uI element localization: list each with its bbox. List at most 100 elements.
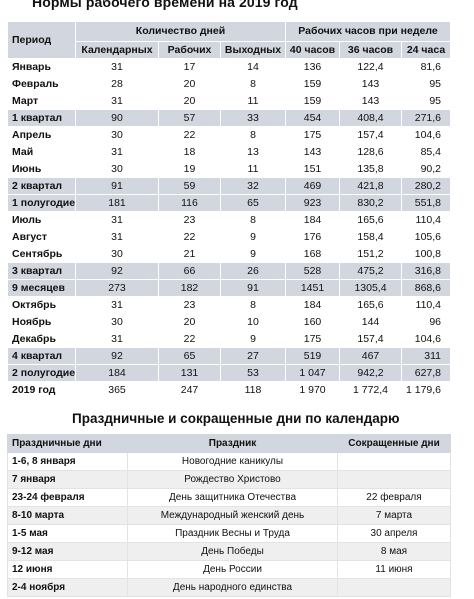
hours-40-cell: 184 [285, 296, 340, 314]
table-row: Январь 31 17 14 136 122,4 81,6 [7, 58, 452, 76]
short-day-cell: 11 июня [337, 560, 451, 579]
working-days-cell: 131 [158, 364, 221, 382]
weekend-days-cell: 10 [220, 313, 286, 331]
table-row: Июль 31 23 8 184 165,6 110,4 [7, 211, 452, 229]
short-day-cell: 8 мая [337, 542, 451, 561]
hours-36-cell: 157,4 [339, 330, 402, 348]
hours-40-cell: 159 [285, 92, 340, 110]
holiday-row: 8-10 марта Международный женский день 7 ма… [7, 506, 451, 525]
holidays-table: Праздничные дни Праздник Сокращенные дни… [7, 434, 451, 597]
hours-40-cell: 469 [285, 177, 340, 195]
hours-24-cell: 104,6 [400, 330, 452, 348]
table-row: Июнь 30 19 11 151 135,8 90,2 [7, 160, 452, 178]
hours-24-cell: 105,6 [400, 228, 452, 246]
working-days-cell: 22 [158, 330, 221, 348]
holiday-days-cell: 1-6, 8 января [7, 452, 128, 471]
hours-40-cell: 159 [285, 75, 340, 93]
hours-24-cell: 95 [400, 92, 452, 110]
holiday-name-cell: День Победы [127, 542, 338, 561]
working-days-cell: 66 [158, 262, 221, 280]
working-days-cell: 20 [158, 313, 221, 331]
holiday-name-cell: День защитника Отечества [127, 488, 338, 507]
period-cell: Февраль [7, 75, 76, 93]
period-cell: 9 месяцев [7, 279, 76, 297]
hours-40-cell: 143 [285, 143, 340, 161]
hours-36-cell: 128,6 [339, 143, 402, 161]
header-weekend: Выходных [220, 41, 286, 59]
calendar-days-cell: 31 [75, 211, 159, 229]
period-cell: Апрель [7, 126, 76, 144]
weekend-days-cell: 14 [220, 58, 286, 76]
period-cell: 1 полугодие [7, 194, 76, 212]
working-days-cell: 23 [158, 296, 221, 314]
header-holiday-days: Праздничные дни [7, 434, 128, 453]
weekend-days-cell: 65 [220, 194, 286, 212]
holiday-row: 12 июня День России 11 июня [7, 560, 451, 579]
hours-36-cell: 467 [339, 347, 402, 365]
header-calendar: Календарных [75, 41, 159, 59]
working-days-cell: 20 [158, 92, 221, 110]
working-days-cell: 59 [158, 177, 221, 195]
hours-24-cell: 81,6 [400, 58, 452, 76]
hours-36-cell: 475,2 [339, 262, 402, 280]
calendar-days-cell: 184 [75, 364, 159, 382]
working-days-cell: 247 [158, 381, 221, 399]
hours-40-cell: 454 [285, 109, 340, 127]
header-36h: 36 часов [339, 41, 402, 59]
calendar-days-cell: 31 [75, 330, 159, 348]
holiday-days-cell: 12 июня [7, 560, 128, 579]
period-cell: Июль [7, 211, 76, 229]
hours-40-cell: 151 [285, 160, 340, 178]
hours-36-cell: 122,4 [339, 58, 402, 76]
short-day-cell [337, 452, 451, 471]
holiday-row: 1-6, 8 января Новогодние каникулы [7, 452, 451, 471]
working-days-cell: 18 [158, 143, 221, 161]
hours-40-cell: 1 047 [285, 364, 340, 382]
period-cell: Август [7, 228, 76, 246]
period-cell: Январь [7, 58, 76, 76]
working-days-cell: 17 [158, 58, 221, 76]
calendar-days-cell: 273 [75, 279, 159, 297]
period-cell: Октябрь [7, 296, 76, 314]
header-working: Рабочих [158, 41, 221, 59]
hours-40-cell: 1451 [285, 279, 340, 297]
table-row: Март 31 20 11 159 143 95 [7, 92, 452, 110]
hours-24-cell: 90,2 [400, 160, 452, 178]
holiday-name-cell: День народного единства [127, 578, 338, 597]
hours-36-cell: 144 [339, 313, 402, 331]
short-day-cell: 30 апреля [337, 524, 451, 543]
weekend-days-cell: 11 [220, 92, 286, 110]
holiday-days-cell: 1-5 мая [7, 524, 128, 543]
weekend-days-cell: 33 [220, 109, 286, 127]
weekend-days-cell: 8 [220, 75, 286, 93]
working-days-cell: 116 [158, 194, 221, 212]
calendar-days-cell: 90 [75, 109, 159, 127]
hours-24-cell: 627,8 [400, 364, 452, 382]
hours-36-cell: 135,8 [339, 160, 402, 178]
hours-36-cell: 1 772,4 [339, 381, 402, 399]
page-title: Нормы рабочего времени на 2019 год [32, 0, 298, 10]
period-cell: Май [7, 143, 76, 161]
holiday-days-cell: 7 января [7, 470, 128, 489]
hours-24-cell: 316,8 [400, 262, 452, 280]
hours-24-cell: 271,6 [400, 109, 452, 127]
hours-24-cell: 110,4 [400, 296, 452, 314]
hours-36-cell: 165,6 [339, 211, 402, 229]
calendar-days-cell: 30 [75, 245, 159, 263]
work-hours-table: Период Количество дней Рабочих часов при… [7, 21, 452, 399]
hours-40-cell: 1 970 [285, 381, 340, 399]
table-row: 2 квартал 91 59 32 469 421,8 280,2 [7, 177, 452, 195]
hours-36-cell: 942,2 [339, 364, 402, 382]
hours-40-cell: 175 [285, 126, 340, 144]
hours-36-cell: 408,4 [339, 109, 402, 127]
period-cell: Сентябрь [7, 245, 76, 263]
header-hours-group: Рабочих часов при неделе [284, 21, 452, 42]
holiday-name-cell: Рождество Христово [127, 470, 338, 489]
holiday-row: 23-24 февраля День защитника Отечества 22 … [7, 488, 451, 507]
period-cell: 2019 год [7, 381, 76, 399]
header-holiday-name: Праздник [127, 434, 338, 453]
weekend-days-cell: 8 [220, 296, 286, 314]
calendar-days-cell: 31 [75, 92, 159, 110]
weekend-days-cell: 26 [220, 262, 286, 280]
header-days-group: Количество дней [75, 21, 286, 42]
